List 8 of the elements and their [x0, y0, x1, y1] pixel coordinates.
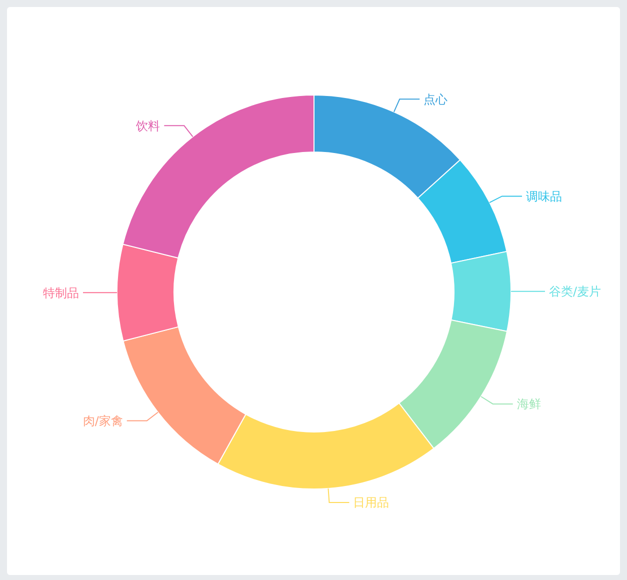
slice-label: 调味品: [526, 189, 562, 204]
slice-label: 海鲜: [516, 397, 541, 412]
slice-label: 日用品: [353, 496, 390, 510]
slice-label: 谷类/麦片: [549, 284, 602, 299]
slice-label: 饮料: [135, 118, 160, 133]
slice-label: 特制品: [43, 286, 79, 300]
slice-label: 肉/家禽: [82, 414, 123, 428]
slice-label: 点心: [424, 92, 448, 106]
